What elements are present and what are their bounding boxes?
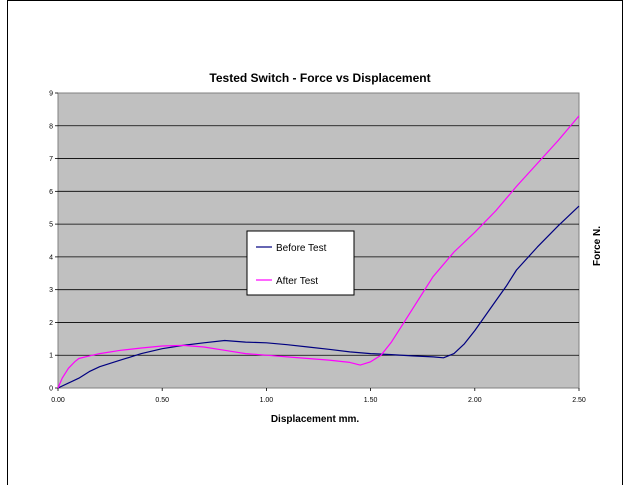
x-tick-label: 0.50 bbox=[155, 397, 169, 404]
series-lines bbox=[57, 115, 580, 389]
series-line-before-test bbox=[57, 205, 580, 389]
x-tick-label: 1.50 bbox=[364, 397, 378, 404]
series-line-after-test bbox=[57, 115, 580, 389]
y-tick-label: 7 bbox=[49, 156, 53, 163]
legend-label-after: After Test bbox=[276, 276, 318, 287]
y-tick-label: 4 bbox=[49, 254, 53, 261]
y-axis-label: Force N. bbox=[592, 226, 603, 266]
gridlines bbox=[58, 125, 579, 356]
legend-box bbox=[246, 230, 355, 296]
y-tick-label: 9 bbox=[49, 91, 53, 98]
x-axis-label: Displacement mm. bbox=[271, 414, 360, 425]
y-tick-label: 5 bbox=[49, 222, 53, 229]
x-tick-label: 0.00 bbox=[51, 397, 65, 404]
y-axis-ticks: 0 1 2 3 4 5 6 7 8 9 bbox=[49, 91, 58, 393]
legend: Before Test After Test bbox=[246, 230, 355, 296]
y-tick-label: 1 bbox=[49, 353, 53, 360]
x-tick-label: 2.50 bbox=[572, 397, 586, 404]
chart-title: Tested Switch - Force vs Displacement bbox=[209, 71, 430, 85]
x-tick-label: 2.00 bbox=[468, 397, 482, 404]
y-tick-label: 8 bbox=[49, 123, 53, 130]
y-tick-label: 2 bbox=[49, 320, 53, 327]
y-tick-label: 6 bbox=[49, 189, 53, 196]
x-axis-ticks: 0.00 0.50 1.00 1.50 2.00 2.50 bbox=[51, 388, 586, 404]
x-tick-label: 1.00 bbox=[260, 397, 274, 404]
y-tick-label: 0 bbox=[49, 386, 53, 393]
y-tick-label: 3 bbox=[49, 287, 53, 294]
legend-label-before: Before Test bbox=[276, 243, 327, 254]
